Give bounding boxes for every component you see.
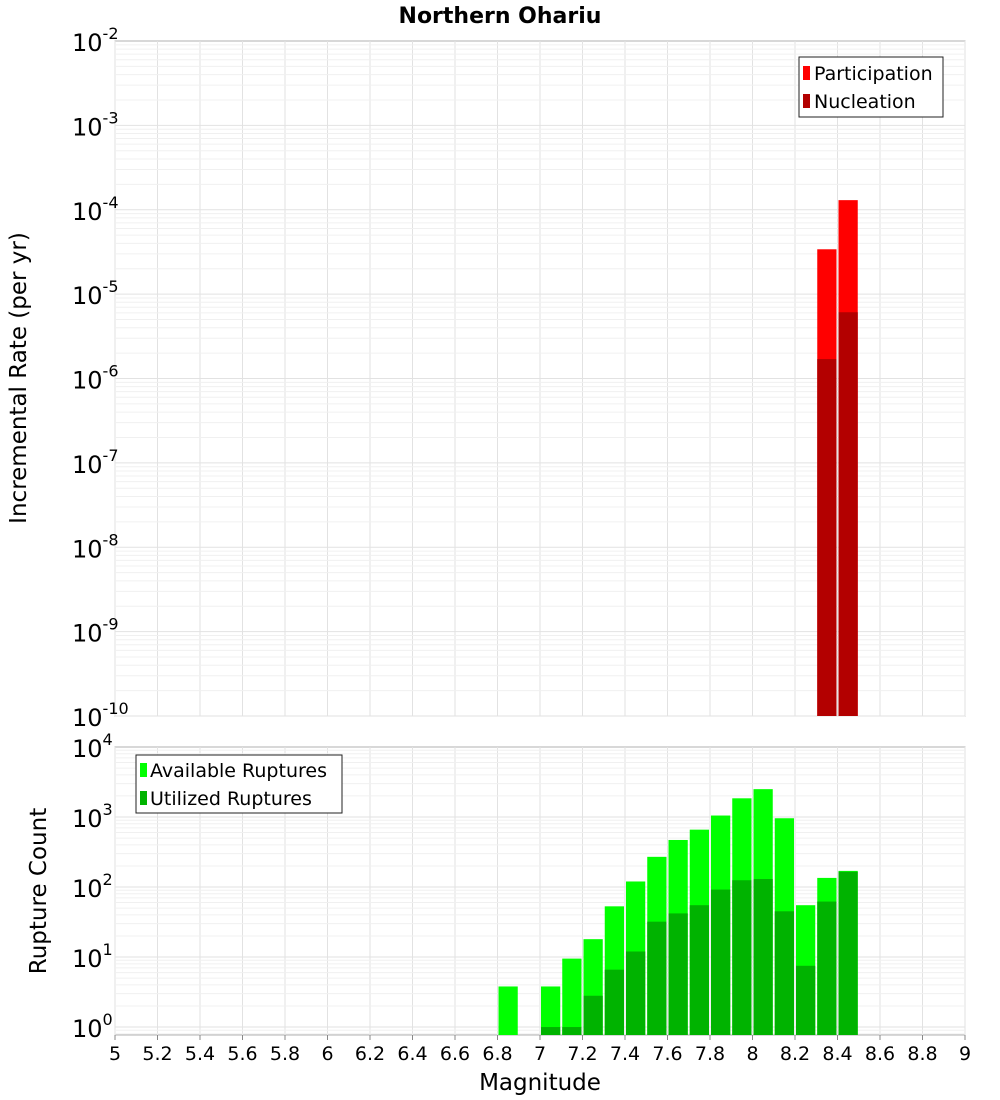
rate-legend: Participation Nucleation [798, 56, 944, 118]
x-tick-label: 5 [109, 1043, 121, 1065]
utilized-swatch [140, 791, 147, 805]
utilized-ruptures-bar [541, 1027, 561, 1035]
utilized-ruptures-bar [562, 1027, 582, 1035]
nucleation-legend-label: Nucleation [814, 91, 916, 113]
rate-grid [114, 41, 966, 717]
utilized-ruptures-bar [838, 871, 858, 1035]
available-legend-label: Available Ruptures [150, 760, 327, 782]
x-tick-label: 7.2 [567, 1043, 597, 1065]
x-tick-label: 8.6 [865, 1043, 895, 1065]
count-y-ticks: 100 101 102 103 104 [72, 730, 113, 1043]
y-tick-label: 10-7 [72, 446, 119, 479]
x-tick-label: 7.4 [610, 1043, 640, 1065]
x-axis-label: Magnitude [479, 1070, 601, 1096]
available-ruptures-bar [562, 958, 582, 1035]
y-tick-label: 10-6 [72, 362, 119, 395]
count-x-ticks: 5 5.2 5.4 5.6 5.8 6 6.2 6.4 6.6 6.8 7 7.2 7.4 7.6 7.8 8… [109, 1035, 971, 1065]
utilized-ruptures-bar [689, 905, 709, 1035]
x-tick-label: 5.8 [270, 1043, 300, 1065]
participation-legend-label: Participation [814, 63, 933, 85]
rate-legend-box [798, 56, 944, 118]
x-tick-label: 7.6 [652, 1043, 682, 1065]
y-tick-label: 10-5 [72, 277, 119, 310]
x-tick-label: 5.6 [227, 1043, 257, 1065]
utilized-ruptures-bar [647, 921, 667, 1035]
y-tick-label: 10-4 [72, 193, 119, 226]
x-tick-label: 5.4 [185, 1043, 215, 1065]
utilized-ruptures-bar [732, 880, 752, 1035]
available-ruptures-bar [498, 986, 518, 1035]
utilized-ruptures-bar [817, 901, 837, 1035]
y-tick-label: 100 [72, 1010, 113, 1043]
x-tick-label: 5.2 [142, 1043, 172, 1065]
y-tick-label: 101 [72, 940, 113, 973]
x-tick-label: 8.4 [822, 1043, 852, 1065]
utilized-ruptures-bar [626, 951, 646, 1035]
x-tick-label: 7 [534, 1043, 546, 1065]
x-tick-label: 6 [321, 1043, 333, 1065]
x-tick-label: 6.4 [397, 1043, 427, 1065]
participation-swatch [803, 66, 810, 80]
chart-title: Northern Ohariu [399, 4, 602, 29]
nucleation-bar [838, 312, 858, 716]
rate-y-axis-label: Incremental Rate (per yr) [6, 232, 32, 524]
utilized-ruptures-bar [753, 879, 773, 1035]
utilized-ruptures-bar [796, 965, 816, 1035]
count-y-axis-label: Rupture Count [26, 808, 52, 974]
rate-bars [817, 200, 858, 716]
x-tick-label: 8 [746, 1043, 758, 1065]
count-legend: Available Ruptures Utilized Ruptures [135, 754, 343, 814]
y-tick-label: 102 [72, 870, 113, 903]
available-swatch [140, 763, 147, 777]
utilized-legend-label: Utilized Ruptures [150, 788, 312, 810]
nucleation-bar [817, 359, 837, 716]
x-tick-label: 6.2 [355, 1043, 385, 1065]
nucleation-swatch [803, 94, 810, 108]
available-ruptures-bar [541, 986, 561, 1035]
y-tick-label: 104 [72, 730, 113, 763]
count-legend-box [135, 754, 343, 814]
x-tick-label: 8.2 [780, 1043, 810, 1065]
x-tick-label: 6.6 [440, 1043, 470, 1065]
y-tick-label: 10-10 [72, 699, 129, 732]
utilized-ruptures-bar [774, 911, 794, 1035]
y-tick-label: 10-2 [72, 24, 119, 57]
utilized-ruptures-bar [604, 969, 624, 1035]
x-tick-label: 6.8 [482, 1043, 512, 1065]
utilized-ruptures-bar [668, 913, 688, 1035]
y-tick-label: 10-3 [72, 108, 119, 141]
x-tick-label: 9 [959, 1043, 971, 1065]
y-tick-label: 103 [72, 800, 113, 833]
x-tick-label: 7.8 [695, 1043, 725, 1065]
x-tick-label: 8.8 [907, 1043, 937, 1065]
y-tick-label: 10-9 [72, 615, 119, 648]
count-bars [498, 789, 858, 1035]
utilized-ruptures-bar [583, 995, 603, 1035]
rate-y-ticks: 10-10 10-9 10-8 10-7 10-6 10-5 10-4 10-3 10-2 [72, 24, 129, 732]
y-tick-label: 10-8 [72, 530, 119, 563]
utilized-ruptures-bar [711, 889, 731, 1035]
